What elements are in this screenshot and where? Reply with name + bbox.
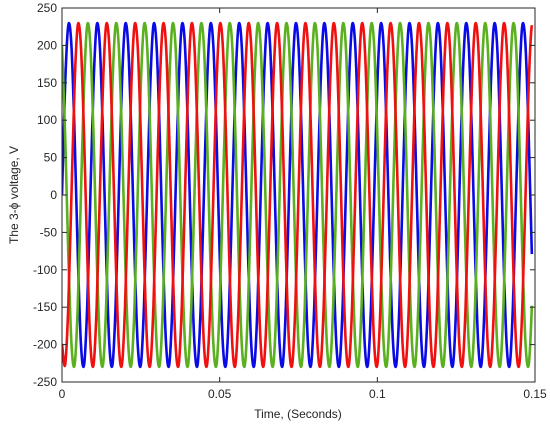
y-tick-label: 50: [44, 151, 58, 165]
y-axis-label: The 3-ϕ voltage, V: [7, 146, 21, 244]
y-tick-label: -250: [33, 375, 57, 389]
y-tick-label: 200: [37, 38, 57, 52]
x-tick-label: 0.15: [523, 387, 547, 401]
y-tick-label: 150: [37, 76, 57, 90]
y-tick-label: -100: [33, 263, 57, 277]
y-tick-label: -150: [33, 300, 57, 314]
y-tick-label: -50: [40, 225, 58, 239]
x-axis-label: Time, (Seconds): [254, 407, 342, 421]
x-tick-label: 0.05: [208, 387, 232, 401]
y-tick-label: 0: [50, 188, 57, 202]
series-line: [62, 21, 534, 369]
series-line: [62, 21, 534, 369]
y-tick-label: -200: [33, 338, 57, 352]
x-tick-label: 0.1: [369, 387, 386, 401]
x-tick-label: 0: [59, 387, 66, 401]
y-tick-label: 100: [37, 113, 57, 127]
y-tick-label: 250: [37, 1, 57, 15]
